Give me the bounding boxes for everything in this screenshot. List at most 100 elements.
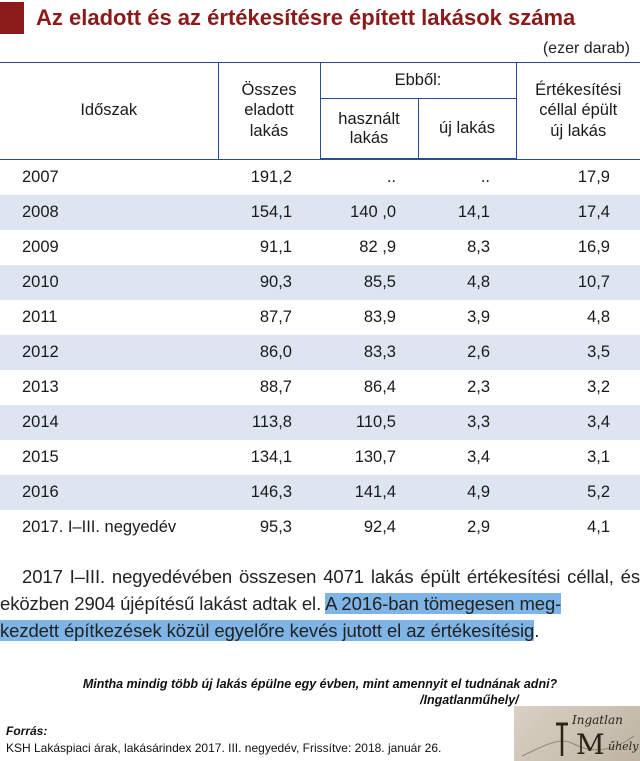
cell-built: 3,4 [587,412,610,431]
cell-new: 3,4 [467,447,490,466]
cell-period: 2011 [22,307,58,326]
cell-total: 88,7 [259,377,292,396]
cell-new: 2,3 [467,377,490,396]
header-built-line1: Értékesítési [535,80,622,99]
quote-text: Mintha mindig több új lakás épülne egy é… [82,677,558,691]
cell-used: 83,3 [363,342,396,361]
cell-total: 90,3 [259,272,292,291]
unit-label: (ezer darab) [542,40,630,57]
cell-period: 2013 [22,377,59,396]
table-row: 2011 87,7 83,9 3,9 4,8 [0,300,640,335]
header-used: használt lakás [319,98,418,159]
cell-built: 3,5 [587,342,610,361]
header-used-line2: lakás [349,128,389,147]
cell-used: 110,5 [355,412,396,431]
cell-new: 2,9 [467,517,490,536]
logo-text-m: M [576,728,605,761]
cell-new: 3,9 [467,307,490,326]
cell-period: 2007 [22,167,59,186]
paragraph-end: . [534,620,540,641]
table-row: 2015 134,1 130,7 3,4 3,1 [0,440,640,475]
header-new: új lakás [417,98,516,159]
source-label: Forrás: [6,724,48,738]
table-row: 2009 91,1 82 ,9 8,3 16,9 [0,230,640,265]
cell-total: 91,1 [259,237,292,256]
cell-period: 2009 [22,237,59,256]
cell-used: 130,7 [354,447,396,466]
cell-new: 4,9 [467,482,490,501]
cell-period: 2016 [22,482,59,501]
table-row: 2010 90,3 85,5 4,8 10,7 [0,264,640,300]
table-row: 2012 86,0 83,3 2,6 3,5 [0,334,640,370]
cell-new: 14,1 [457,202,490,221]
ingatlanmuhely-logo: Ingatlan M űhely [514,706,640,761]
cell-total: 86,0 [259,342,292,361]
cell-new: .. [480,167,490,186]
cell-total: 113,8 [251,412,292,431]
header-total-line3: lakás [249,122,289,141]
cell-total: 191,2 [250,167,292,186]
header-period: Időszak [80,101,138,120]
paragraph-plain: 2017 I–III. negyedévében összesen 4071 l… [0,566,640,614]
header-total-line2: eladott [244,101,294,120]
cell-used: 86,4 [363,377,396,396]
cell-built: 17,4 [577,202,610,221]
cell-total: 154,1 [250,202,292,221]
cell-period: 2015 [22,447,59,466]
cell-period: 2012 [22,342,59,361]
header-built-line3: új lakás [550,122,607,141]
source-text: KSH Lakáspiaci árak, lakásárindex 2017. … [6,741,442,755]
paragraph-highlight-1: A 2016-ban tömegesen meg- [325,593,562,614]
cell-new: 4,8 [467,272,490,291]
cell-total: 134,1 [250,447,292,466]
cell-new: 2,6 [467,342,490,361]
logo-text-bottom: űhely [608,740,639,753]
quote-author: /Ingatlanműhely/ [420,693,519,707]
cell-used: .. [386,167,396,186]
logo-graphic: Ingatlan M űhely [521,713,639,761]
cell-used: 140 ,0 [350,202,396,221]
table-row: 2013 88,7 86,4 2,3 3,2 [0,370,640,405]
cell-built: 4,1 [587,517,610,536]
header-used-line1: használt [338,109,400,128]
header-ebbol: Ebből: [319,62,516,99]
cell-period: 2017. I–III. negyedév [22,517,177,536]
cell-built: 16,9 [577,237,610,256]
cell-used: 83,9 [363,307,396,326]
table-row: 2008 154,1 140 ,0 14,1 17,4 [0,194,640,230]
cell-total: 146,3 [250,482,292,501]
cell-new: 8,3 [467,237,490,256]
cell-period: 2010 [22,272,59,291]
paragraph-highlight-2: kezdett építkezések közül egyelőre kevés… [0,620,535,641]
header-total: Összes eladott lakás [217,62,320,159]
summary-paragraph: 2017 I–III. negyedévében összesen 4071 l… [0,563,640,644]
table-body: 2007 191,2.... 17,9 2008 154,1 140 ,0 14,1 17,4… [0,160,640,545]
table-row: 2016 146,3 141,4 4,9 5,2 [0,474,640,510]
cell-period: 2014 [22,412,59,431]
header-built-line2: céllal épült [539,101,618,120]
header-total-line1: Összes [241,80,297,99]
cell-total: 95,3 [259,517,292,536]
cell-built: 3,1 [587,447,610,466]
table-row: 2007 191,2.... 17,9 [0,160,640,195]
table-row: 2017. I–III. negyedév 95,3 92,4 2,9 4,1 [0,510,640,545]
logo-text-top: Ingatlan [571,713,623,727]
cell-built: 10,7 [577,272,610,291]
cell-period: 2008 [22,202,59,221]
title-marker [0,2,24,34]
cell-built: 4,8 [587,307,610,326]
cell-built: 5,2 [587,482,610,501]
data-table: Időszak Összes eladott lakás Ebből: Érté… [0,62,640,545]
cell-built: 17,9 [577,167,610,186]
cell-built: 3,2 [587,377,610,396]
title-bar: Az eladott és az értékesítésre épített l… [0,2,640,34]
page-title: Az eladott és az értékesítésre épített l… [36,5,576,30]
cell-used: 141,4 [354,482,396,501]
cell-used: 92,4 [363,517,396,536]
cell-used: 85,5 [363,272,396,291]
cell-used: 82 ,9 [359,237,396,256]
table-row: 2014 113,8 110,5 3,3 3,4 [0,404,640,440]
cell-total: 87,7 [259,307,292,326]
cell-new: 3,3 [467,412,490,431]
header-built: Értékesítési céllal épült új lakás [515,62,640,159]
